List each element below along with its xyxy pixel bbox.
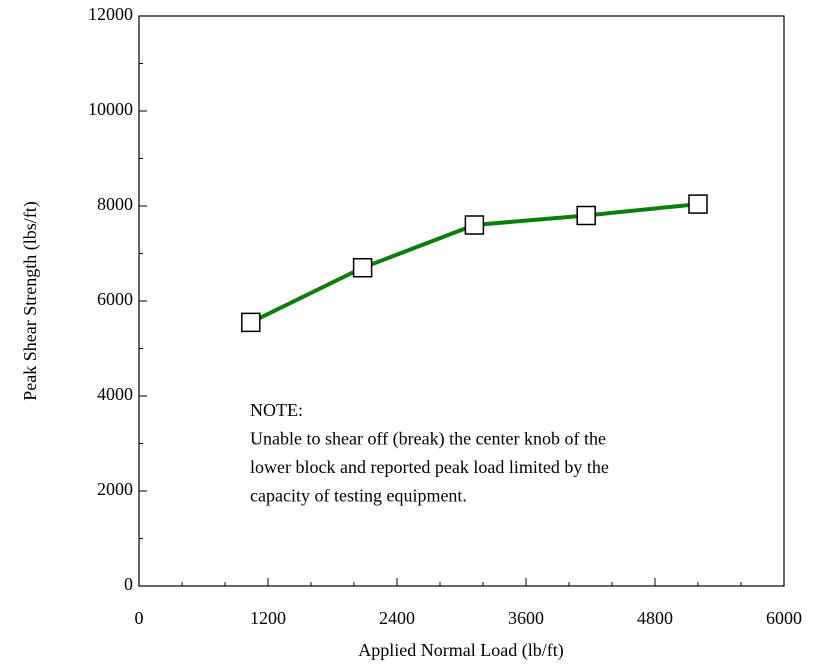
x-tick-label: 0	[135, 608, 144, 628]
data-point	[241, 312, 261, 333]
x-axis-label: Applied Normal Load (lb/ft)	[358, 640, 563, 661]
y-tick-label: 0	[124, 574, 133, 594]
y-tick-label: 10000	[88, 99, 133, 119]
y-tick-label: 12000	[88, 4, 133, 24]
y-tick-label: 8000	[97, 194, 133, 214]
data-point	[576, 205, 596, 226]
x-tick-label: 3600	[508, 608, 544, 628]
x-tick-label: 6000	[766, 608, 802, 628]
y-tick-label: 4000	[97, 384, 133, 404]
annotation: Unable to shear off (break) the center k…	[250, 429, 606, 450]
data-point	[688, 194, 708, 214]
data-point	[352, 258, 373, 278]
y-tick-label: 2000	[97, 479, 133, 499]
x-tick-label: 4800	[637, 608, 673, 628]
annotation: lower block and reported peak load limit…	[250, 457, 609, 477]
annotation: capacity of testing equipment.	[250, 486, 467, 506]
y-tick-label: 6000	[97, 289, 133, 309]
data-point	[464, 215, 485, 235]
y-axis-label: Peak Shear Strength (lbs/ft)	[20, 201, 41, 400]
annotation: NOTE:	[250, 400, 303, 420]
x-tick-label: 1200	[250, 608, 286, 628]
x-tick-label: 2400	[379, 608, 415, 628]
